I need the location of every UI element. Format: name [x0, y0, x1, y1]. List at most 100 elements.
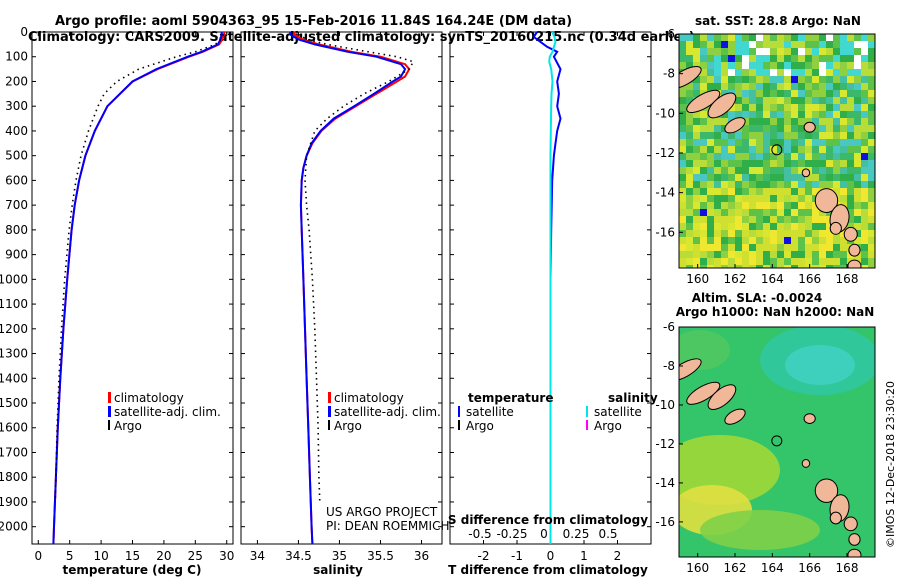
sst-cell: [819, 181, 826, 188]
sst-cell: [791, 76, 798, 83]
sst-cell: [721, 244, 728, 251]
sst-cell: [791, 230, 798, 237]
sst-cell: [721, 69, 728, 76]
sst-cell: [714, 34, 721, 41]
sst-cell: [847, 167, 854, 174]
sst-cell: [679, 90, 686, 97]
sst-cell: [840, 111, 847, 118]
sst-cell: [735, 97, 742, 104]
sst-cell: [749, 111, 756, 118]
sst-cell: [861, 69, 868, 76]
sst-cell: [791, 153, 798, 160]
sst-cell: [805, 69, 812, 76]
sst-cell: [728, 167, 735, 174]
sst-cell: [791, 244, 798, 251]
sst-cell: [826, 62, 833, 69]
sst-cell: [791, 118, 798, 125]
sst-cell: [784, 188, 791, 195]
sst-cell: [679, 104, 686, 111]
sst-cell: [784, 118, 791, 125]
sst-cell: [693, 202, 700, 209]
sst-cell: [847, 125, 854, 132]
sst-cell: [777, 132, 784, 139]
sst-cell: [784, 132, 791, 139]
sst-cell: [742, 97, 749, 104]
sst-cell: [784, 244, 791, 251]
sst-cell: [693, 160, 700, 167]
sst-cell: [770, 34, 777, 41]
sst-cell: [812, 97, 819, 104]
sst-cell: [833, 153, 840, 160]
sst-cell: [847, 76, 854, 83]
sst-cell: [756, 83, 763, 90]
sst-cell: [784, 237, 791, 244]
sst-cell: [728, 160, 735, 167]
sst-cell: [714, 76, 721, 83]
sst-cell: [798, 132, 805, 139]
sst-cell: [728, 181, 735, 188]
map-x-tick-label: 162: [724, 561, 747, 575]
sst-cell: [686, 125, 693, 132]
imos-timestamp: ©IMOS 12-Dec-2018 23:30:20: [884, 381, 897, 548]
sst-cell: [749, 76, 756, 83]
sst-cell: [693, 83, 700, 90]
island-shape: [848, 533, 861, 546]
sst-cell: [847, 223, 854, 230]
sst-cell: [763, 223, 770, 230]
sst-cell: [819, 104, 826, 111]
sst-cell: [826, 244, 833, 251]
sst-cell: [770, 125, 777, 132]
sst-cell: [826, 167, 833, 174]
legend-temperature-title: temperature: [468, 391, 553, 405]
sst-cell: [812, 83, 819, 90]
sst-cell: [770, 230, 777, 237]
sst-cell: [798, 160, 805, 167]
sst-cell: [840, 146, 847, 153]
sst-cell: [798, 104, 805, 111]
sst-cell: [686, 167, 693, 174]
sst-cell: [826, 104, 833, 111]
sst-cell: [721, 160, 728, 167]
sst-cell: [784, 111, 791, 118]
sst-cell: [833, 181, 840, 188]
sst-cell: [847, 132, 854, 139]
sst-cell: [749, 55, 756, 62]
sst-cell: [833, 83, 840, 90]
sst-cell: [805, 76, 812, 83]
sst-cell: [826, 111, 833, 118]
sst-cell: [791, 251, 798, 258]
sst-cell: [861, 34, 868, 41]
sst-cell: [819, 209, 826, 216]
sst-cell: [693, 181, 700, 188]
sst-cell: [833, 188, 840, 195]
sst-cell: [749, 125, 756, 132]
sst-cell: [777, 34, 784, 41]
sst-cell: [686, 188, 693, 195]
sst-cell: [707, 160, 714, 167]
sst-cell: [693, 251, 700, 258]
sst-cell: [854, 41, 861, 48]
sst-cell: [700, 153, 707, 160]
sst-cell: [847, 202, 854, 209]
sst-cell: [868, 34, 875, 41]
sst-cell: [812, 69, 819, 76]
sst-cell: [868, 125, 875, 132]
sst-cell: [826, 76, 833, 83]
sst-cell: [812, 55, 819, 62]
sst-cell: [707, 174, 714, 181]
sst-cell: [791, 174, 798, 181]
sst-cell: [721, 132, 728, 139]
sst-cell: [707, 118, 714, 125]
sst-cell: [735, 41, 742, 48]
sst-cell: [798, 83, 805, 90]
sst-cell: [868, 146, 875, 153]
map-x-tick-label: 160: [686, 561, 709, 575]
difference-legend: temperature salinity satellite Argo sate…: [458, 391, 658, 433]
sst-cell: [861, 90, 868, 97]
sst-cell: [840, 83, 847, 90]
sst-cell: [861, 139, 868, 146]
legend-argo-label: Argo: [334, 419, 362, 433]
title-line-1: Argo profile: aoml 5904363_95 15-Feb-201…: [55, 14, 572, 29]
sst-cell: [707, 62, 714, 69]
sst-cell: [777, 97, 784, 104]
